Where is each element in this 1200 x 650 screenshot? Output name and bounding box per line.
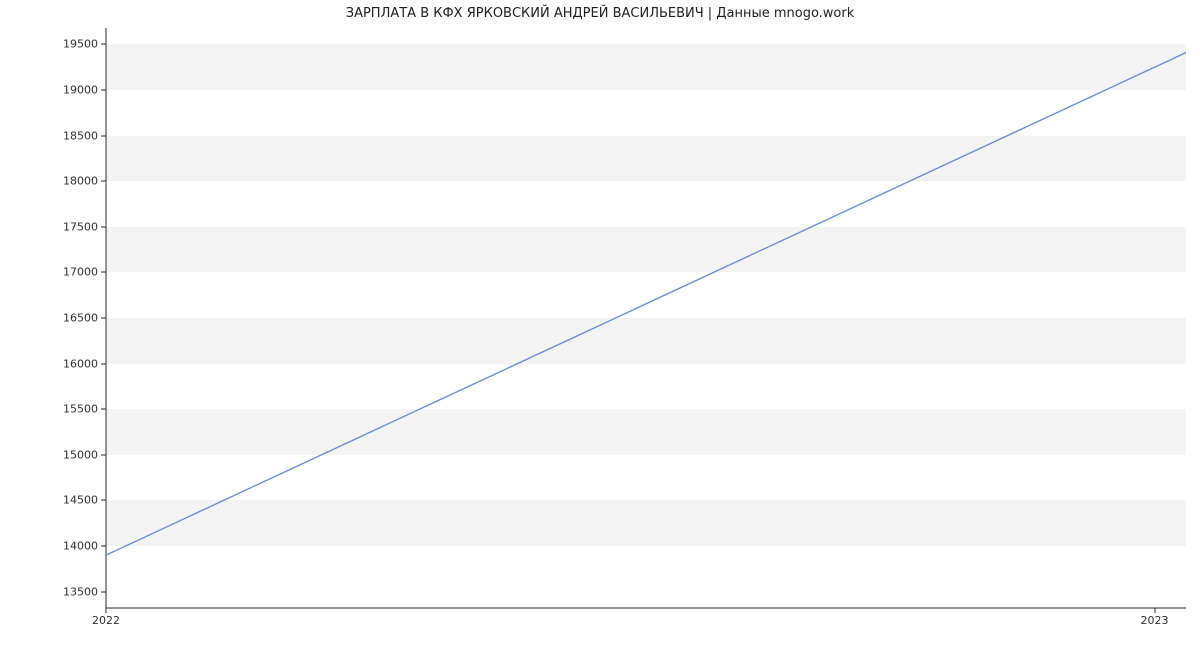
chart-title: ЗАРПЛАТА В КФХ ЯРКОВСКИЙ АНДРЕЙ ВАСИЛЬЕВ… xyxy=(0,6,1200,21)
salary-chart: ЗАРПЛАТА В КФХ ЯРКОВСКИЙ АНДРЕЙ ВАСИЛЬЕВ… xyxy=(0,0,1200,650)
series-layer xyxy=(106,28,1186,608)
y-tick-label: 14000 xyxy=(63,539,98,552)
y-tick-label: 15000 xyxy=(63,448,98,461)
y-tick-label: 18500 xyxy=(63,129,98,142)
y-tick-label: 17500 xyxy=(63,220,98,233)
y-tick-label: 16000 xyxy=(63,357,98,370)
y-tick-label: 17000 xyxy=(63,266,98,279)
y-tick-label: 15500 xyxy=(63,403,98,416)
plot-area: 1350014000145001500015500160001650017000… xyxy=(106,28,1186,608)
y-tick-label: 18000 xyxy=(63,175,98,188)
x-tick xyxy=(106,608,107,613)
y-tick-label: 19500 xyxy=(63,38,98,51)
y-tick-label: 19000 xyxy=(63,84,98,97)
x-tick xyxy=(1154,608,1155,613)
y-tick-label: 14500 xyxy=(63,494,98,507)
y-tick-label: 13500 xyxy=(63,585,98,598)
x-tick-label: 2023 xyxy=(1141,614,1169,627)
x-tick-label: 2022 xyxy=(92,614,120,627)
line-series-salary xyxy=(54,43,1200,580)
y-tick-label: 16500 xyxy=(63,312,98,325)
